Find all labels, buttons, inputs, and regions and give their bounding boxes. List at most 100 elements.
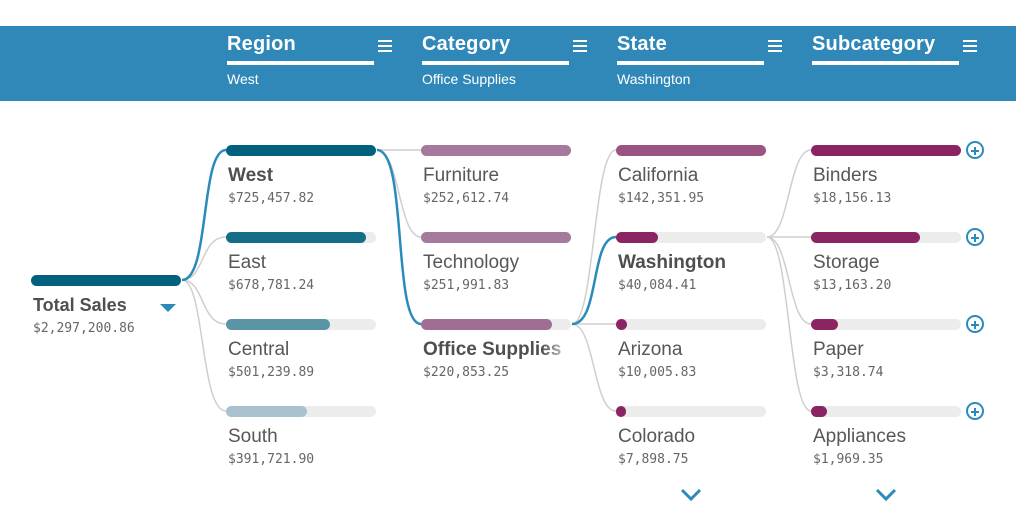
node-label: Washington xyxy=(618,252,726,273)
root-value: $2,297,200.86 xyxy=(33,321,135,336)
bar-track xyxy=(811,232,961,243)
bar-fill xyxy=(226,145,376,156)
node-value: $40,084.41 xyxy=(618,278,697,293)
column-title: Region xyxy=(227,33,296,55)
bar-fill xyxy=(421,232,571,243)
bar-fill xyxy=(811,232,920,243)
node-region-central[interactable]: Central $501,239.89 xyxy=(226,319,386,399)
node-value: $13,163.20 xyxy=(813,278,892,293)
bar-track xyxy=(226,145,376,156)
node-value: $142,351.95 xyxy=(618,191,705,206)
hamburger-icon[interactable] xyxy=(963,40,977,52)
column-title: State xyxy=(617,33,667,55)
plus-circle-icon[interactable] xyxy=(966,141,984,159)
node-label: East xyxy=(228,252,267,273)
node-subcategory-paper[interactable]: Paper $3,318.74 xyxy=(811,319,971,399)
bar-fill xyxy=(616,319,627,330)
bar-fill xyxy=(811,319,838,330)
node-label: Arizona xyxy=(618,339,683,360)
bar-track xyxy=(421,145,571,156)
root-bar xyxy=(31,275,181,286)
root-node-total-sales[interactable]: Total Sales $2,297,200.86 xyxy=(31,275,191,355)
node-value: $220,853.25 xyxy=(423,365,510,380)
node-value: $1,969.35 xyxy=(813,452,884,467)
bar-track xyxy=(616,406,766,417)
node-category-furniture[interactable]: Furniture $252,612.74 xyxy=(421,145,581,225)
column-title: Subcategory xyxy=(812,33,936,55)
node-label: Technology xyxy=(423,252,520,273)
bar-fill xyxy=(421,319,552,330)
header-bar: Region West Category Office Supplies Sta… xyxy=(0,26,1016,101)
node-subcategory-storage[interactable]: Storage $13,163.20 xyxy=(811,232,971,312)
column-underline xyxy=(617,61,764,65)
node-state-california[interactable]: California $142,351.95 xyxy=(616,145,776,225)
node-state-colorado[interactable]: Colorado $7,898.75 xyxy=(616,406,776,486)
column-selected-value: Office Supplies xyxy=(422,71,516,87)
header-column-state: State Washington xyxy=(616,26,791,101)
node-label: California xyxy=(618,165,699,186)
node-value: $18,156.13 xyxy=(813,191,892,206)
bar-fill xyxy=(226,319,330,330)
bar-track xyxy=(811,145,961,156)
node-label: West xyxy=(228,165,274,186)
column-underline xyxy=(812,61,959,65)
hamburger-icon[interactable] xyxy=(768,40,782,52)
node-subcategory-binders[interactable]: Binders $18,156.13 xyxy=(811,145,971,225)
bar-track xyxy=(616,232,766,243)
bar-track xyxy=(226,406,376,417)
bar-fill xyxy=(421,145,571,156)
header-column-subcategory: Subcategory xyxy=(811,26,986,101)
bar-fill xyxy=(616,406,626,417)
bar-fill xyxy=(226,232,366,243)
node-value: $7,898.75 xyxy=(618,452,689,467)
node-value: $501,239.89 xyxy=(228,365,315,380)
bar-track xyxy=(421,319,571,330)
node-value: $725,457.82 xyxy=(228,191,315,206)
node-value: $678,781.24 xyxy=(228,278,315,293)
hamburger-icon[interactable] xyxy=(378,40,392,52)
bar-track xyxy=(226,232,376,243)
node-category-technology[interactable]: Technology $251,991.83 xyxy=(421,232,581,312)
column-title: Category xyxy=(422,33,511,55)
bar-fill xyxy=(226,406,307,417)
node-state-washington[interactable]: Washington $40,084.41 xyxy=(616,232,776,312)
node-label: Storage xyxy=(813,252,880,273)
bar-fill xyxy=(616,232,658,243)
column-underline xyxy=(422,61,569,65)
node-region-east[interactable]: East $678,781.24 xyxy=(226,232,386,312)
node-label: Binders xyxy=(813,165,878,186)
chevron-down-icon[interactable] xyxy=(680,488,702,502)
node-label: Central xyxy=(228,339,290,360)
plus-circle-icon[interactable] xyxy=(966,315,984,333)
header-column-category: Category Office Supplies xyxy=(421,26,596,101)
root-label: Total Sales xyxy=(33,295,127,315)
node-region-west[interactable]: West $725,457.82 xyxy=(226,145,386,225)
chevron-down-icon[interactable] xyxy=(875,488,897,502)
bar-track xyxy=(616,319,766,330)
node-state-arizona[interactable]: Arizona $10,005.83 xyxy=(616,319,776,399)
node-value: $10,005.83 xyxy=(618,365,697,380)
column-selected-value: Washington xyxy=(617,71,691,87)
node-label: Colorado xyxy=(618,426,696,447)
node-label: Office Supplies xyxy=(423,339,562,360)
bar-fill xyxy=(616,145,766,156)
plus-circle-icon[interactable] xyxy=(966,228,984,246)
node-value: $251,991.83 xyxy=(423,278,510,293)
hamburger-icon[interactable] xyxy=(573,40,587,52)
bar-track xyxy=(616,145,766,156)
bar-track xyxy=(421,232,571,243)
plus-circle-icon[interactable] xyxy=(966,402,984,420)
column-selected-value: West xyxy=(227,71,259,87)
node-label: Appliances xyxy=(813,426,906,447)
caret-down-icon[interactable] xyxy=(160,304,176,312)
bar-track xyxy=(226,319,376,330)
node-subcategory-appliances[interactable]: Appliances $1,969.35 xyxy=(811,406,971,486)
node-category-office-supplies[interactable]: Office Supplies $220,853.25 xyxy=(421,319,581,399)
bar-fill xyxy=(811,145,961,156)
header-column-region: Region West xyxy=(226,26,401,101)
node-label: South xyxy=(228,426,278,447)
node-label: Furniture xyxy=(423,165,500,186)
node-region-south[interactable]: South $391,721.90 xyxy=(226,406,386,486)
node-value: $252,612.74 xyxy=(423,191,510,206)
label-truncation-fade xyxy=(541,337,571,363)
